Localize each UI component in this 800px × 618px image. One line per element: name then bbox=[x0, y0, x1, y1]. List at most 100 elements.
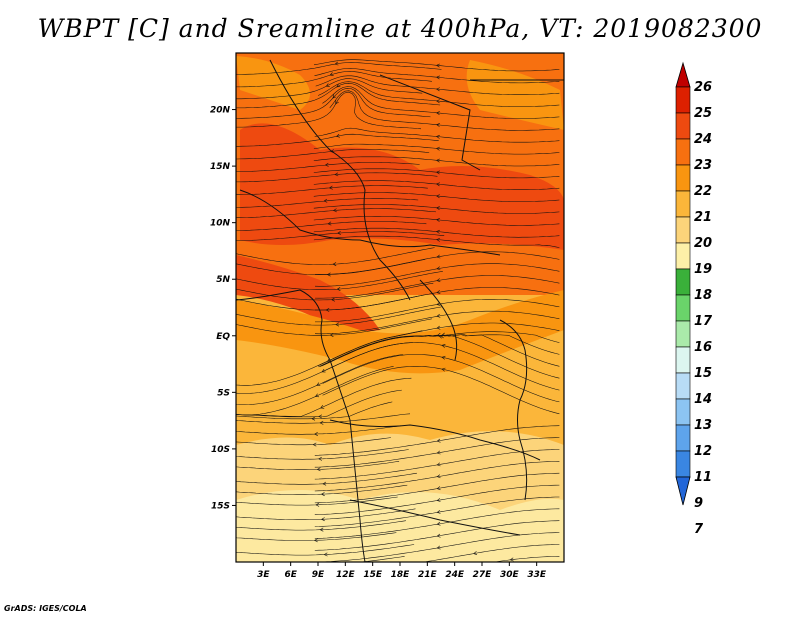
streamline bbox=[358, 556, 405, 562]
streamline bbox=[236, 198, 419, 208]
streamline-arrow bbox=[436, 509, 441, 514]
lon-tick-label: 27E bbox=[473, 570, 493, 580]
streamline bbox=[236, 78, 423, 100]
colorbar-swatch bbox=[675, 242, 691, 270]
streamline-arrow bbox=[334, 61, 339, 66]
streamline-arrow bbox=[336, 83, 341, 88]
lon-tick-label: 3E bbox=[257, 570, 270, 580]
border-line bbox=[499, 319, 528, 501]
border-line bbox=[239, 189, 501, 256]
streamline-arrow bbox=[436, 545, 441, 550]
streamline bbox=[236, 449, 409, 460]
lat-tick-label: EQ bbox=[216, 332, 230, 342]
streamline-arrow bbox=[335, 322, 340, 327]
streamline bbox=[236, 508, 416, 520]
streamline bbox=[236, 472, 417, 485]
colorbar-swatch bbox=[675, 372, 691, 400]
colorbar-swatch bbox=[675, 346, 691, 374]
streamline-arrow bbox=[435, 75, 440, 80]
lon-tick-label: 30E bbox=[500, 570, 520, 580]
streamline-arrow bbox=[332, 208, 337, 213]
chart-title: WBPT [C] and Sreamline at 400hPa, VT: 20… bbox=[37, 14, 763, 43]
streamline-arrow bbox=[320, 492, 325, 497]
colorbar-label: 7 bbox=[694, 522, 704, 537]
border-line bbox=[379, 74, 481, 171]
streamline-arrow bbox=[435, 63, 440, 68]
streamline-arrow bbox=[335, 100, 339, 105]
colorbar-swatch bbox=[675, 112, 691, 140]
wbpt-21-region bbox=[236, 300, 564, 440]
lat-tick-label: 20N bbox=[210, 106, 231, 116]
streamline-arrow bbox=[435, 182, 440, 187]
streamline-arrow bbox=[435, 111, 440, 115]
streamline-arrow bbox=[329, 72, 334, 76]
lat-tick-label: 5S bbox=[217, 388, 230, 398]
colorbar-bottom-arrow bbox=[675, 476, 691, 506]
streamline-arrow bbox=[313, 538, 318, 543]
streamline-arrow bbox=[328, 185, 333, 190]
streamline-arrow bbox=[327, 221, 332, 226]
streamline-arrow bbox=[436, 332, 441, 337]
colorbar-label: 21 bbox=[694, 210, 712, 225]
streamline-arrow bbox=[319, 527, 324, 532]
streamline-arrow bbox=[320, 517, 325, 522]
streamline bbox=[236, 162, 420, 172]
streamline-arrow bbox=[435, 158, 440, 163]
streamline bbox=[236, 185, 428, 195]
streamline-arrow bbox=[319, 420, 324, 425]
streamline-arrow bbox=[331, 297, 335, 302]
streamline-arrow bbox=[316, 382, 321, 386]
colorbar-swatch bbox=[675, 294, 691, 322]
colorbar-label: 12 bbox=[694, 444, 712, 459]
colorbar-label: 17 bbox=[694, 314, 713, 329]
border-line bbox=[349, 499, 521, 536]
colorbar-swatch bbox=[675, 190, 691, 218]
streamline bbox=[236, 377, 412, 417]
streamline bbox=[236, 425, 401, 435]
colorbar-swatch bbox=[675, 138, 691, 166]
wbpt-24-band bbox=[240, 123, 564, 250]
streamline-arrow bbox=[318, 456, 323, 461]
streamline-arrow bbox=[435, 134, 440, 139]
streamline-arrow bbox=[323, 552, 328, 557]
streamline-arrow bbox=[436, 521, 441, 526]
streamline-arrow bbox=[438, 334, 443, 339]
colorbar-swatch bbox=[675, 86, 691, 114]
colorbar-swatch bbox=[675, 268, 691, 296]
streamline-arrow bbox=[323, 198, 328, 203]
lon-tick-label: 6E bbox=[284, 570, 297, 580]
streamline-arrow bbox=[436, 462, 441, 467]
lon-tick-label: 9E bbox=[312, 570, 325, 580]
colorbar-label: 15 bbox=[694, 366, 712, 381]
streamline-arrow bbox=[436, 266, 441, 271]
streamline-arrow bbox=[336, 287, 341, 291]
streamline-arrow bbox=[319, 563, 322, 566]
streamline-arrow bbox=[436, 302, 441, 306]
streamline-arrow bbox=[325, 83, 330, 87]
colorbar-swatch bbox=[675, 320, 691, 348]
streamline-arrow bbox=[320, 405, 325, 409]
country-borders bbox=[236, 59, 564, 562]
colorbar-swatch bbox=[675, 424, 691, 452]
streamline bbox=[236, 294, 424, 311]
streamline-arrow bbox=[436, 450, 441, 455]
streamline bbox=[236, 401, 393, 420]
streamline-arrow bbox=[473, 551, 478, 555]
streamlines bbox=[236, 59, 560, 566]
colorbar-label: 16 bbox=[694, 340, 712, 355]
wbpt-22-band bbox=[236, 290, 564, 374]
colorbar-label: 25 bbox=[694, 106, 712, 121]
streamline-arrow bbox=[322, 481, 327, 486]
colorbar-label: 11 bbox=[694, 470, 712, 485]
streamline bbox=[236, 354, 404, 405]
streamline-arrow bbox=[332, 94, 337, 99]
streamline-arrow bbox=[316, 467, 321, 472]
lon-tick-label: 24E bbox=[445, 570, 465, 580]
streamline-arrow bbox=[435, 194, 440, 199]
streamline-arrow bbox=[435, 229, 440, 234]
colorbar-label: 22 bbox=[694, 184, 712, 199]
lon-tick-label: 12E bbox=[336, 570, 356, 580]
latitude-axis: 20N 15N 10N 5N EQ 5S 10S 15S bbox=[210, 106, 236, 511]
streamline-arrow bbox=[315, 502, 320, 507]
